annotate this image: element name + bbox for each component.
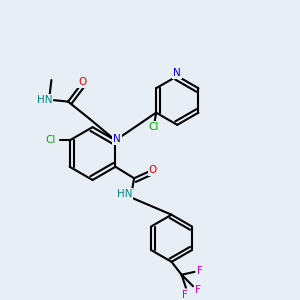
Text: HN: HN: [117, 189, 132, 199]
Text: F: F: [182, 290, 188, 300]
Text: HN: HN: [37, 94, 52, 105]
Text: O: O: [149, 165, 157, 175]
Text: N: N: [113, 134, 121, 144]
Text: Cl: Cl: [46, 135, 56, 146]
Text: O: O: [78, 76, 87, 86]
Text: Cl: Cl: [148, 122, 158, 132]
Text: N: N: [173, 68, 181, 78]
Text: F: F: [197, 266, 203, 276]
Text: F: F: [195, 285, 201, 295]
